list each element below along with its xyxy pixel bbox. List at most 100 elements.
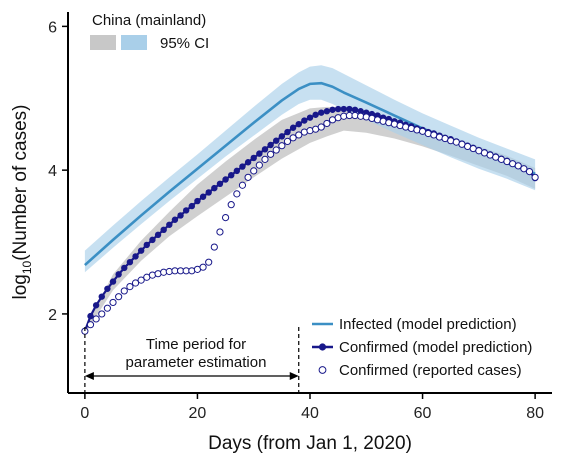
y-tick-label: 6: [48, 19, 57, 36]
point-confirmed-model: [329, 106, 336, 113]
point-confirmed-reported: [514, 162, 522, 170]
ci-legend-swatch-grey: [90, 35, 116, 50]
y-tick-label: 2: [48, 307, 57, 324]
point-confirmed-reported: [103, 304, 111, 312]
point-confirmed-model: [160, 226, 167, 234]
point-confirmed-model: [306, 114, 314, 121]
point-confirmed-model: [357, 108, 364, 115]
point-confirmed-model: [205, 189, 212, 196]
y-axis-title-sub: 10: [20, 260, 34, 274]
point-confirmed-reported: [283, 137, 292, 145]
point-confirmed-model: [334, 105, 342, 113]
point-confirmed-reported: [131, 279, 140, 287]
point-confirmed-reported: [210, 243, 218, 251]
point-confirmed-model: [256, 150, 263, 157]
point-confirmed-reported: [233, 190, 241, 198]
point-confirmed-model: [289, 124, 297, 131]
point-confirmed-reported: [317, 123, 325, 131]
point-confirmed-model: [121, 264, 128, 272]
point-confirmed-model: [199, 193, 207, 200]
legend-label-infected: Infected (model prediction): [339, 316, 517, 333]
legend: Infected (model prediction) Confirmed (m…: [312, 316, 532, 379]
point-confirmed-model: [115, 271, 122, 278]
point-confirmed-model: [182, 207, 190, 214]
point-confirmed-model: [137, 247, 145, 254]
estimation-period-annotation: Time period for parameter estimation: [84, 327, 300, 393]
point-confirmed-model: [166, 221, 173, 228]
annotation-text-line1: Time period for: [146, 336, 246, 353]
point-confirmed-reported: [525, 167, 534, 176]
point-confirmed-model: [154, 231, 162, 239]
point-confirmed-reported: [227, 201, 235, 209]
point-confirmed-reported: [92, 315, 100, 323]
x-tick-label: 40: [301, 405, 319, 422]
point-confirmed-reported: [205, 258, 213, 266]
point-confirmed-model: [273, 137, 280, 144]
ci-band-infected: [84, 65, 536, 273]
point-confirmed-model: [177, 212, 184, 219]
point-confirmed-reported: [520, 165, 528, 173]
point-confirmed-reported: [98, 310, 106, 318]
point-confirmed-model: [98, 293, 105, 300]
legend-label-confirmed-model: Confirmed (model prediction): [339, 339, 532, 356]
point-confirmed-model: [233, 167, 241, 175]
y-axis-title: log10(Number of cases): [10, 105, 34, 300]
chart-title: China (mainland): [92, 12, 206, 29]
point-confirmed-model: [244, 159, 252, 166]
x-axis-title: Days (from Jan 1, 2020): [208, 433, 412, 454]
point-confirmed-reported: [137, 276, 145, 284]
point-confirmed-reported: [255, 161, 263, 169]
point-confirmed-reported: [244, 173, 252, 181]
point-confirmed-model: [267, 141, 274, 149]
ci-bands: [84, 65, 536, 335]
point-confirmed-model: [104, 285, 111, 292]
point-confirmed-model: [171, 216, 179, 223]
point-confirmed-reported: [323, 119, 331, 128]
x-tick-label: 80: [526, 405, 544, 422]
point-confirmed-model: [188, 202, 196, 210]
point-confirmed-reported: [115, 293, 123, 301]
point-confirmed-reported: [261, 155, 269, 163]
point-confirmed-model: [278, 133, 286, 140]
ci-legend-swatch-blue: [121, 35, 147, 50]
point-confirmed-model: [126, 258, 134, 266]
point-confirmed-model: [216, 180, 224, 188]
point-confirmed-reported: [216, 228, 224, 236]
point-confirmed-reported: [109, 298, 117, 307]
point-confirmed-reported: [250, 167, 258, 175]
x-tick-label: 60: [414, 405, 432, 422]
point-confirmed-reported: [272, 146, 280, 154]
legend-label-confirmed-reported: Confirmed (reported cases): [339, 362, 522, 379]
point-confirmed-reported: [278, 142, 286, 150]
point-confirmed-model: [228, 171, 235, 179]
point-confirmed-model: [340, 105, 347, 113]
point-confirmed-reported: [120, 287, 128, 295]
point-confirmed-model: [194, 197, 201, 205]
point-confirmed-reported: [199, 263, 207, 271]
point-confirmed-model: [318, 109, 325, 116]
point-confirmed-model: [109, 278, 117, 285]
point-confirmed-model: [284, 128, 291, 136]
annotation-arrow-head-right: [289, 372, 299, 380]
point-confirmed-model: [346, 105, 353, 113]
point-confirmed-model: [132, 253, 139, 260]
point-confirmed-model: [239, 163, 246, 170]
legend-marker-confirmed-reported: [318, 366, 327, 374]
y-tick-label: 4: [48, 163, 57, 180]
series-points: [81, 105, 539, 335]
point-confirmed-model: [149, 236, 156, 244]
point-confirmed-model: [87, 312, 94, 320]
point-confirmed-reported: [238, 181, 247, 189]
point-confirmed-reported: [86, 321, 95, 329]
point-confirmed-reported: [221, 213, 230, 222]
ci-legend-label: 95% CI: [160, 35, 209, 52]
point-confirmed-model: [323, 108, 331, 115]
point-confirmed-model: [312, 111, 319, 118]
point-confirmed-model: [250, 154, 257, 162]
point-confirmed-model: [295, 120, 302, 128]
point-confirmed-reported: [295, 131, 303, 139]
point-confirmed-reported: [289, 134, 297, 142]
x-tick-label: 20: [189, 405, 207, 422]
point-confirmed-model: [92, 302, 100, 309]
